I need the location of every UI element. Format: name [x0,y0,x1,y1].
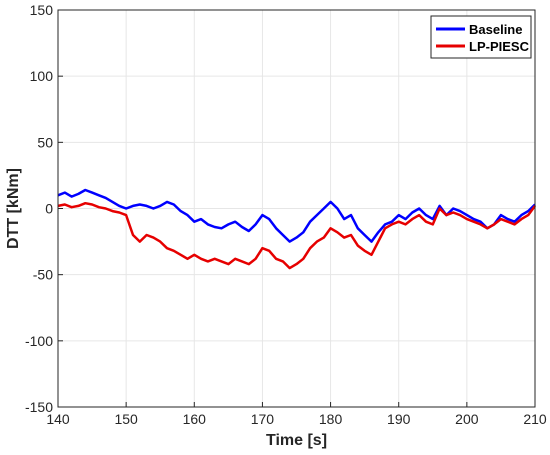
series-line-lp-piesc [57,201,537,270]
y-axis-label: DTT [kNm] [5,168,22,249]
x-tick-label: 140 [46,411,70,427]
y-ticks: 150 100 50 0 -50 -100 -150 [25,2,63,415]
y-tick-label: 50 [37,134,53,150]
x-ticks: 140 150 160 170 180 190 200 210 [46,402,547,427]
series-line-baseline [57,188,536,243]
x-tick-label: 160 [183,411,207,427]
legend-label-lp-piesc: LP-PIESC [469,39,530,54]
x-tick-label: 190 [387,411,411,427]
legend-box [430,15,532,59]
y-tick-label: 0 [45,201,53,217]
y-tick-label: -150 [25,399,53,415]
x-tick-label: 200 [455,411,479,427]
y-tick-label: 100 [30,68,54,84]
legend-label-baseline: Baseline [469,22,522,37]
series-group [57,188,537,270]
y-tick-label: -50 [33,267,53,283]
y-tick-label: -100 [25,333,53,349]
x-tick-label: 150 [114,411,138,427]
x-tick-label: 170 [251,411,275,427]
legend: Baseline LP-PIESC [430,15,532,59]
x-axis-label: Time [s] [266,432,327,449]
y-tick-label: 150 [30,2,54,18]
x-tick-label: 180 [319,411,343,427]
x-tick-label: 210 [523,411,547,427]
